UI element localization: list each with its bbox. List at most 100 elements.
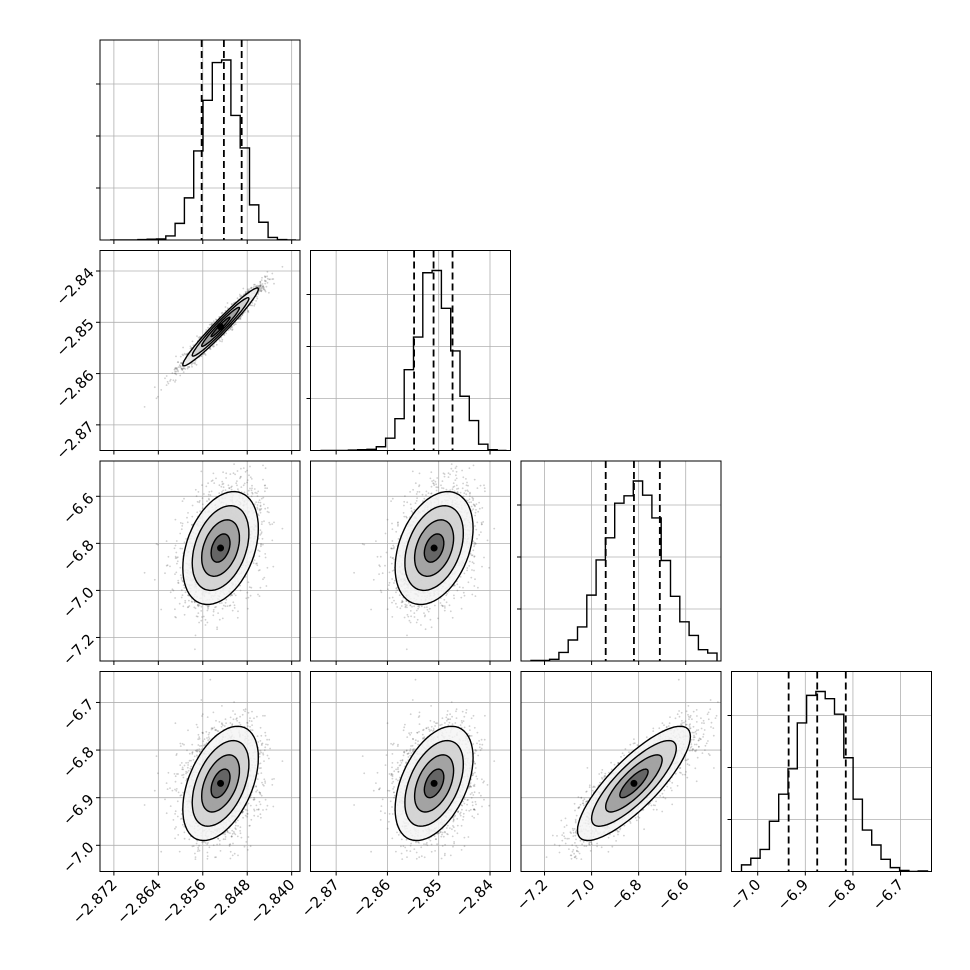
scatter-point	[227, 329, 230, 332]
scatter-point	[175, 367, 178, 369]
scatter-point	[249, 304, 252, 307]
scatter-point	[160, 389, 163, 391]
scatter-point	[181, 525, 184, 527]
scatter-point	[195, 495, 198, 497]
scatter-point	[262, 285, 264, 288]
scatter-point	[281, 527, 284, 530]
scatter-point	[260, 290, 263, 293]
scatter-point	[207, 606, 209, 608]
scatter-point	[268, 278, 271, 281]
scatter-point	[179, 566, 182, 569]
scatter-point	[236, 470, 239, 472]
scatter-point	[200, 619, 203, 622]
scatter-point	[236, 616, 239, 619]
panel-0-0	[96, 39, 301, 244]
scatter-point	[175, 355, 177, 358]
scatter-point	[236, 480, 238, 482]
scatter-point	[174, 367, 177, 370]
scatter-point	[193, 606, 196, 609]
scatter-point	[191, 523, 194, 526]
scatter-point	[258, 284, 261, 287]
scatter-point	[229, 594, 232, 597]
scatter-point	[181, 580, 184, 583]
scatter-point	[206, 621, 209, 624]
scatter-point	[257, 549, 260, 552]
scatter-point	[187, 606, 190, 608]
scatter-point	[206, 609, 209, 612]
scatter-point	[263, 503, 265, 506]
scatter-point	[240, 467, 242, 470]
y-tick-label: −2.85	[52, 315, 97, 360]
scatter-point	[244, 470, 247, 473]
scatter-point	[201, 484, 203, 486]
scatter-point	[248, 288, 251, 291]
scatter-point	[224, 601, 227, 604]
scatter-point	[218, 338, 221, 341]
scatter-point	[247, 310, 249, 313]
scatter-point	[197, 603, 200, 606]
scatter-point	[184, 591, 187, 594]
scatter-point	[263, 288, 266, 291]
scatter-point	[178, 364, 181, 366]
scatter-point	[175, 373, 178, 376]
scatter-point	[210, 322, 213, 325]
scatter-point	[258, 288, 261, 290]
scatter-point	[243, 311, 246, 313]
scatter-point	[233, 463, 236, 465]
scatter-point	[203, 493, 205, 495]
scatter-point	[246, 607, 249, 610]
scatter-point	[262, 285, 264, 288]
scatter-point	[256, 504, 259, 506]
scatter-point	[173, 547, 176, 550]
scatter-point	[174, 367, 177, 370]
scatter-point	[255, 562, 257, 565]
scatter-point	[301, 249, 303, 251]
scatter-point	[256, 495, 259, 497]
scatter-point	[166, 380, 169, 383]
scatter-point	[184, 601, 187, 604]
scatter-point	[259, 505, 262, 508]
scatter-point	[169, 565, 171, 568]
scatter-point	[242, 484, 245, 487]
scatter-point	[198, 621, 201, 624]
scatter-point	[231, 485, 233, 488]
scatter-point	[264, 507, 267, 510]
scatter-point	[200, 610, 203, 612]
scatter-point	[264, 490, 266, 493]
scatter-point	[231, 329, 234, 331]
scatter-point	[174, 372, 176, 375]
scatter-point	[239, 476, 242, 478]
scatter-point	[263, 484, 266, 487]
scatter-point	[226, 307, 229, 310]
scatter-point	[253, 488, 256, 490]
scatter-point	[222, 489, 225, 492]
scatter-point	[224, 306, 227, 308]
scatter-point	[175, 616, 177, 619]
scatter-point	[248, 586, 251, 588]
scatter-point	[199, 510, 202, 513]
scatter-point	[179, 365, 182, 367]
scatter-point	[263, 288, 265, 290]
scatter-point	[226, 605, 229, 607]
scatter-point	[240, 475, 242, 478]
scatter-point	[255, 285, 257, 288]
contour-line	[200, 306, 241, 348]
scatter-point	[260, 289, 263, 292]
scatter-point	[179, 532, 182, 535]
scatter-point	[209, 348, 212, 351]
scatter-point	[264, 289, 267, 292]
scatter-point	[229, 328, 232, 331]
scatter-point	[174, 544, 177, 547]
scatter-point	[254, 491, 257, 494]
scatter-point	[233, 324, 235, 327]
scatter-point	[250, 286, 253, 289]
scatter-point	[264, 276, 267, 278]
scatter-point	[207, 605, 210, 608]
scatter-point	[249, 287, 252, 290]
scatter-point	[221, 483, 224, 486]
scatter-point	[258, 287, 261, 289]
scatter-point	[257, 593, 259, 596]
scatter-point	[193, 600, 196, 603]
scatter-point	[174, 608, 176, 611]
scatter-point	[201, 616, 203, 618]
